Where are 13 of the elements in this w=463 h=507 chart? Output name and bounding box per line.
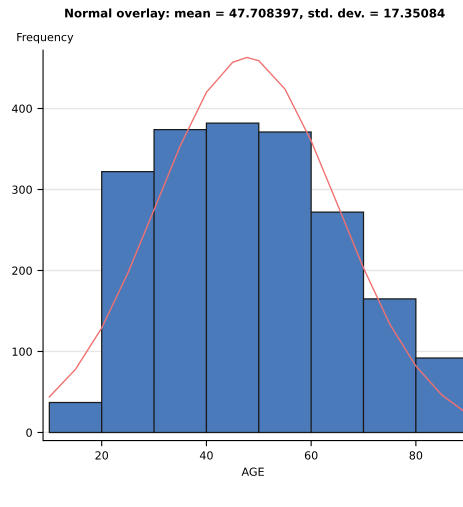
chart-title: Normal overlay: mean = 47.708397, std. dev. = 17.35084 (65, 8, 445, 20)
x-tick-label: 20 (95, 451, 108, 460)
x-tick-label: 40 (200, 451, 213, 460)
line-series (48, 56, 463, 412)
x-tick-label: 80 (410, 451, 422, 460)
y-tick-label: 0 (26, 428, 32, 437)
x-axis-title: AGE (242, 468, 264, 476)
y-tick-label: 200 (12, 266, 32, 275)
x-tick-label: 60 (304, 451, 318, 460)
y-axis-title: Frequency (17, 32, 74, 44)
y-tick-label: 400 (12, 104, 32, 113)
y-tick-label: 300 (12, 185, 32, 194)
y-tick-label: 100 (12, 347, 32, 356)
